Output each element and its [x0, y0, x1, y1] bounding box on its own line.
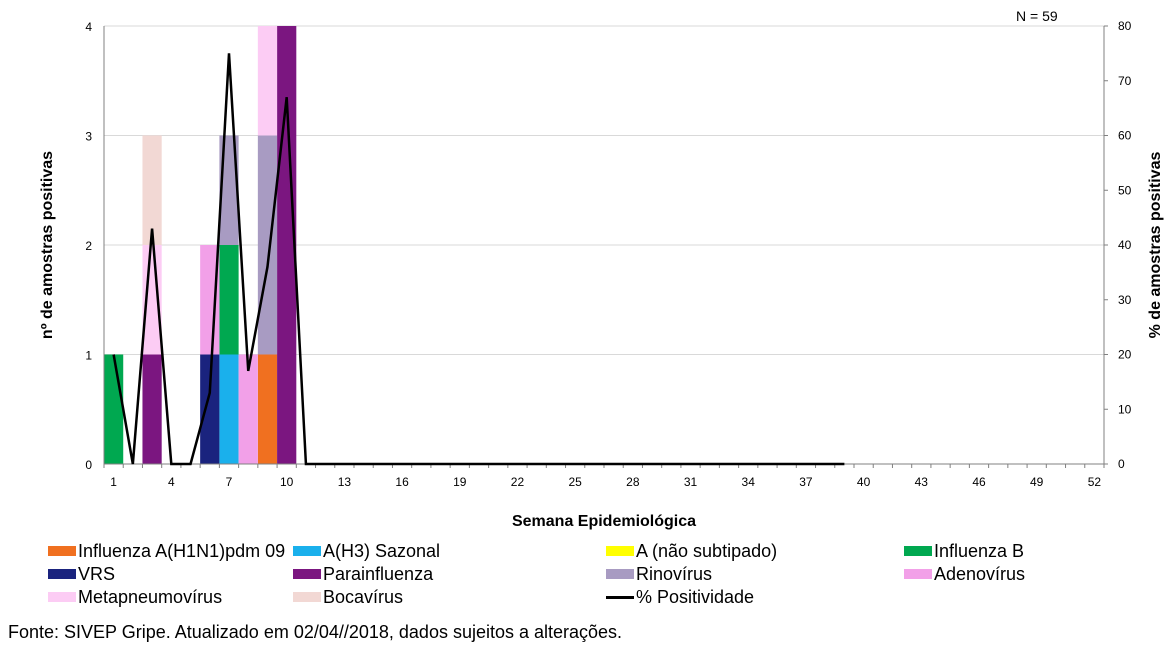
legend-label: Influenza A(H1N1)pdm 09 — [78, 540, 286, 561]
legend-item: VRS — [48, 563, 115, 585]
bar-segment — [219, 354, 239, 464]
x-tick-label: 10 — [280, 475, 294, 489]
bar-segment — [200, 354, 220, 464]
bar-segment — [257, 135, 278, 355]
y2-tick-label: 50 — [1118, 183, 1132, 197]
legend-label: Bocavírus — [323, 586, 404, 607]
legend-item: A (não subtipado) — [606, 540, 777, 562]
x-tick-label: 28 — [626, 475, 640, 489]
legend-label: Parainfluenza — [323, 563, 434, 584]
y-tick-label: 1 — [85, 349, 92, 363]
legend-swatch — [904, 546, 932, 556]
positivity-line-layer — [112, 53, 845, 466]
positivity-line — [112, 53, 845, 466]
legend-label: Adenovírus — [934, 563, 1026, 584]
bar-segment — [219, 245, 239, 355]
y2-tick-label: 20 — [1118, 348, 1132, 362]
legend-swatch — [606, 546, 634, 556]
legend-item: Influenza A(H1N1)pdm 09 — [48, 540, 285, 562]
x-tick-label: 31 — [684, 475, 698, 489]
x-tick-label: 25 — [568, 475, 582, 489]
x-tick-label: 22 — [511, 475, 525, 489]
y2-tick-label: 30 — [1118, 293, 1132, 307]
grid-lines — [104, 25, 1104, 355]
y-tick-label: 4 — [85, 20, 92, 34]
x-tick-label: 49 — [1030, 475, 1044, 489]
source-note: Fonte: SIVEP Gripe. Atualizado em 02/04/… — [8, 622, 623, 642]
y-tick-label: 0 — [85, 458, 92, 472]
legend-label: VRS — [78, 563, 116, 584]
y-tick-label: 2 — [85, 239, 92, 253]
bar-segment — [219, 135, 239, 245]
legend-swatch — [48, 592, 76, 602]
x-tick-label: 1 — [110, 475, 117, 489]
x-axis-title: Semana Epidemiológica — [512, 513, 696, 530]
x-tick-label: 46 — [972, 475, 986, 489]
legend-swatch — [293, 592, 321, 602]
legend-label: Influenza B — [934, 540, 1025, 561]
x-tick-label: 4 — [168, 475, 175, 489]
y2-tick-label: 0 — [1118, 457, 1125, 471]
x-tick-label: 43 — [915, 475, 929, 489]
bar-segment — [104, 354, 124, 464]
legend-swatch — [48, 569, 76, 579]
legend-item: A(H3) Sazonal — [293, 540, 440, 562]
legend-label: Rinovírus — [636, 563, 713, 584]
x-tick-label: 13 — [338, 475, 352, 489]
y-axis-title: nº de amostras positivas — [39, 151, 56, 339]
bar-segment — [257, 26, 278, 136]
y2-tick-label: 70 — [1118, 74, 1132, 88]
legend-swatch — [606, 569, 634, 579]
y-tick-label: 3 — [85, 130, 92, 144]
y2-tick-label: 60 — [1118, 129, 1132, 143]
bar-segment — [238, 354, 258, 464]
legend-swatch — [293, 569, 321, 579]
y2-axis-title: % de amostras positivas — [1147, 152, 1164, 339]
x-tick-label: 7 — [226, 475, 233, 489]
legend-item: Metapneumovírus — [48, 586, 222, 608]
legend-swatch — [48, 546, 76, 556]
legend-label: A (não subtipado) — [636, 540, 778, 561]
bar-segment — [142, 135, 162, 245]
legend-item: Bocavírus — [293, 586, 403, 608]
x-tick-label: 37 — [799, 475, 813, 489]
legend-item: Parainfluenza — [293, 563, 433, 585]
x-tick-label: 16 — [395, 475, 409, 489]
x-tick-label: 52 — [1088, 475, 1102, 489]
legend-item: Rinovírus — [606, 563, 712, 585]
y2-tick-label: 80 — [1118, 19, 1132, 33]
sample-count-label: N = 59 — [1016, 8, 1058, 24]
bar-segment — [142, 354, 162, 464]
legend-line-swatch — [606, 595, 634, 599]
legend-item: Influenza B — [904, 540, 1024, 562]
bar-segment — [257, 354, 278, 464]
legend-item: % Positividade — [606, 586, 754, 608]
legend-item: Adenovírus — [904, 563, 1025, 585]
x-tick-label: 40 — [857, 475, 871, 489]
y2-tick-label: 10 — [1118, 402, 1132, 416]
legend-swatch — [904, 569, 932, 579]
x-tick-label: 34 — [742, 475, 756, 489]
legend-swatch — [293, 546, 321, 556]
legend-label: Metapneumovírus — [78, 586, 223, 607]
legend-label: % Positividade — [636, 586, 755, 607]
legend-label: A(H3) Sazonal — [323, 540, 441, 561]
y2-tick-label: 40 — [1118, 238, 1132, 252]
x-tick-label: 19 — [453, 475, 467, 489]
